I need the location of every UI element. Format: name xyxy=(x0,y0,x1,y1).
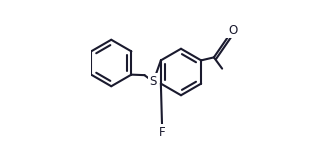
Text: F: F xyxy=(159,126,166,139)
Text: O: O xyxy=(228,24,237,36)
Text: S: S xyxy=(149,75,157,88)
